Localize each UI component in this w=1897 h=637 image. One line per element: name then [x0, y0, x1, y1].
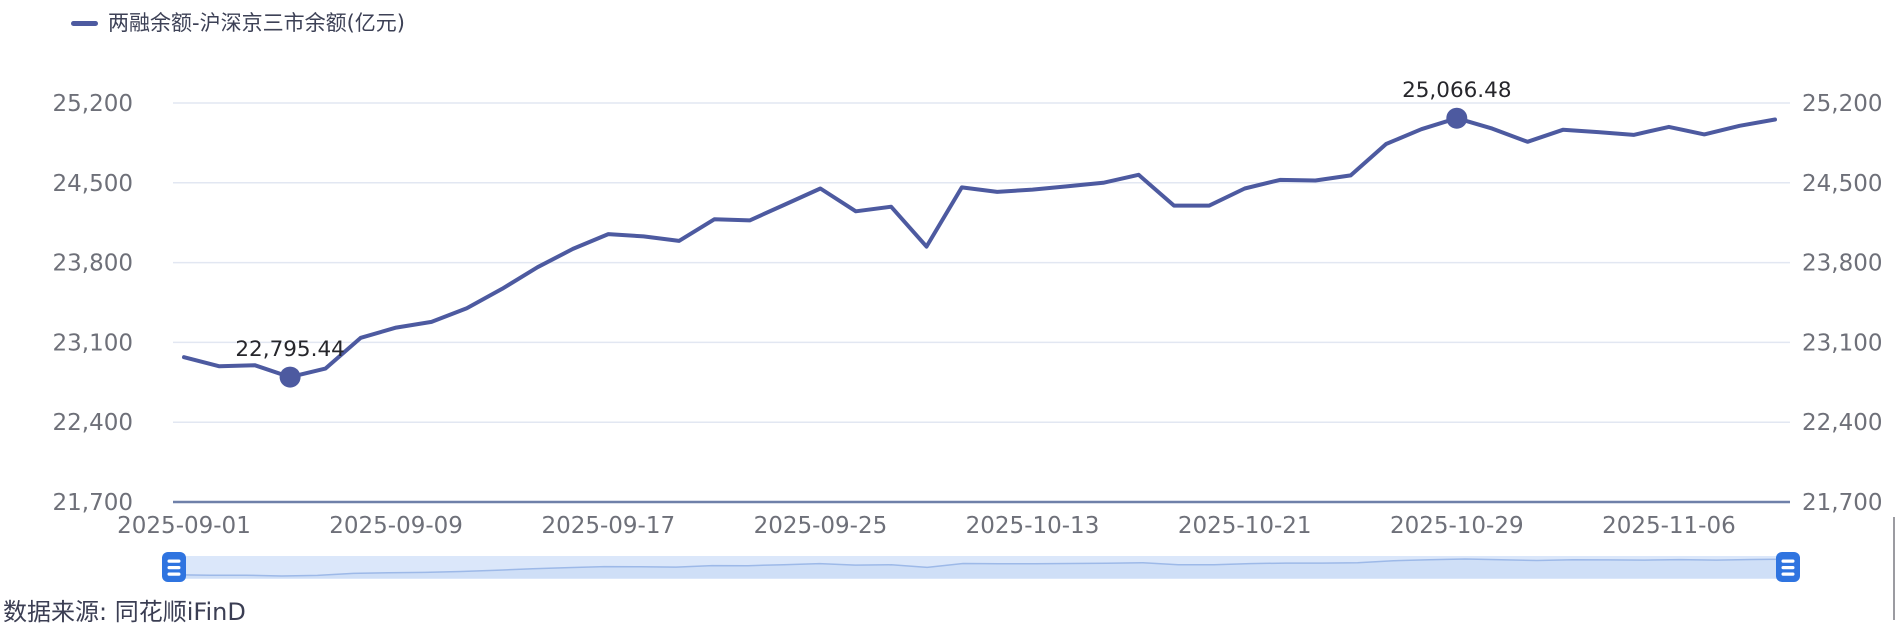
min-point-marker[interactable]: [279, 366, 301, 388]
y-axis-label-right: 24,500: [1802, 171, 1882, 197]
legend-label: 两融余额-沪深京三市余额(亿元): [108, 11, 405, 35]
x-axis-label: 2025-09-01: [117, 513, 251, 539]
datazoom-left-handle[interactable]: [162, 552, 186, 582]
handle-grip-bars-icon: [1781, 572, 1795, 576]
handle-grip-bars-icon: [1781, 566, 1795, 570]
legend[interactable]: 两融余额-沪深京三市余额(亿元): [71, 11, 405, 35]
x-axis-label: 2025-10-21: [1178, 513, 1312, 539]
y-axis-label-left: 23,100: [53, 330, 133, 356]
handle-grip-bars-icon: [167, 572, 181, 576]
datazoom-right-handle[interactable]: [1776, 552, 1800, 582]
x-axis-label: 2025-09-25: [754, 513, 888, 539]
datazoom-shadow-area: [174, 559, 1788, 578]
y-axis-label-right: 21,700: [1802, 490, 1882, 516]
handle-grip-bars-icon: [167, 559, 181, 563]
x-axis-label: 2025-11-06: [1602, 513, 1736, 539]
y-axis-label-left: 25,200: [53, 91, 133, 117]
series-line[interactable]: [182, 116, 1777, 380]
y-axis-label-right: 22,400: [1802, 410, 1882, 436]
y-axis-label-right: 23,100: [1802, 330, 1882, 356]
x-axis-label: 2025-10-13: [966, 513, 1100, 539]
datazoom-shadow-line: [173, 558, 1789, 577]
handle-grip-bars-icon: [167, 566, 181, 570]
y-axis-label-right: 23,800: [1802, 251, 1882, 277]
x-axis-label: 2025-09-17: [541, 513, 675, 539]
y-axis-label-left: 23,800: [53, 251, 133, 277]
legend-line-marker-icon: [71, 20, 98, 26]
y-axis-label-right: 25,200: [1802, 91, 1882, 117]
x-axis-label: 2025-09-09: [329, 513, 463, 539]
data-source-text: 数据来源: 同花顺iFinD: [3, 598, 246, 626]
handle-grip-bars-icon: [1781, 559, 1795, 563]
max-point-marker[interactable]: [1446, 107, 1468, 129]
max-point-label: 25,066.48: [1402, 78, 1511, 103]
y-axis-label-left: 21,700: [53, 490, 133, 516]
y-axis-label-left: 22,400: [53, 410, 133, 436]
min-point-label: 22,795.44: [235, 337, 344, 362]
y-axis-label-left: 24,500: [53, 171, 133, 197]
x-axis-label: 2025-10-29: [1390, 513, 1524, 539]
